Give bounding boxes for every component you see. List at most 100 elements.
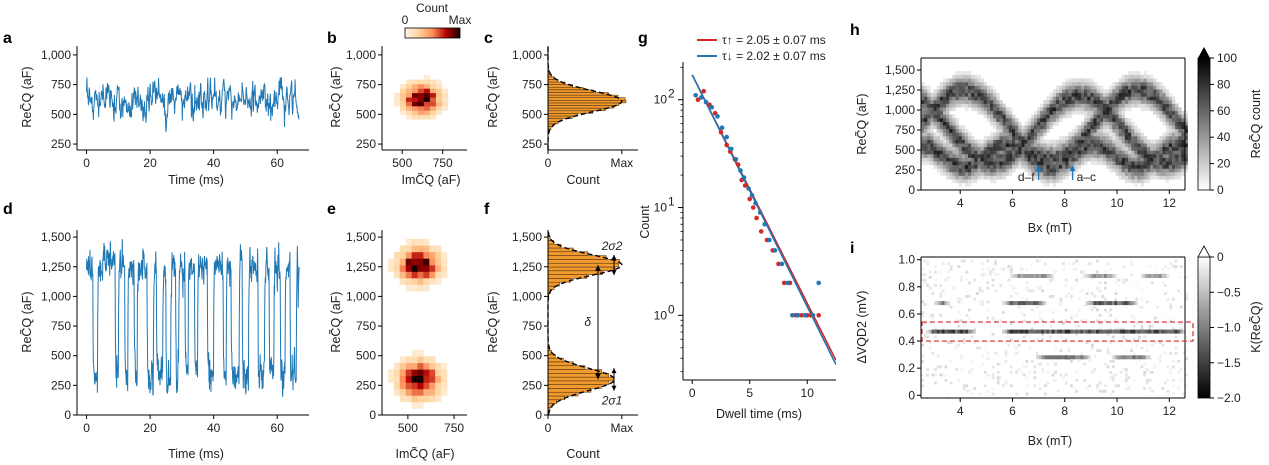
heatmap-cell-h [1162, 100, 1166, 104]
heatmap-cell-h [1030, 150, 1035, 155]
noise-cell-i [991, 332, 995, 336]
heatmap-cell-e [405, 382, 412, 390]
heatmap-cell-h [1040, 139, 1044, 144]
band-cell-i [1051, 355, 1055, 360]
heatmap-cell-e [411, 265, 418, 272]
heatmap-cell-h [1121, 78, 1126, 83]
heatmap-cell-h [949, 136, 953, 140]
ylabel-a: ReC̃Q (aF) [19, 66, 34, 127]
heatmap-cell-h [1043, 114, 1047, 119]
noise-cell-i [921, 311, 924, 314]
heatmap-cell-h [1055, 121, 1060, 126]
heatmap-cell-h [999, 161, 1003, 166]
heatmap-cell-h [1077, 154, 1082, 158]
noise-cell-i [1004, 379, 1008, 382]
heatmap-cell-h [958, 89, 962, 94]
heatmap-cell-h [946, 157, 950, 162]
noise-cell-i [1075, 370, 1078, 374]
heatmap-cell-h [986, 146, 991, 151]
noise-cell-i [1007, 335, 1011, 339]
heatmap-cell-h [1115, 128, 1119, 133]
heatmap-cell-h [939, 157, 944, 162]
heatmap-cell-h [999, 175, 1003, 180]
panel-label-f: f [484, 201, 490, 218]
heatmap-cell-h [1062, 175, 1066, 180]
band-cell-i [1114, 329, 1118, 334]
noise-cell-i [1028, 335, 1031, 339]
heatmap-cell-h [958, 92, 962, 97]
heatmap-cell-h [1059, 114, 1063, 119]
heatmap-cell-h [1156, 161, 1160, 166]
hist-bar-c [547, 105, 615, 109]
heatmap-cell-h [968, 143, 972, 148]
heatmap-cell-h [1008, 121, 1013, 126]
heatmap-cell-h [943, 89, 947, 94]
heatmap-cell-h [1024, 136, 1028, 140]
noise-cell-i [947, 341, 950, 344]
noise-cell-i [978, 286, 982, 290]
noise-cell-i [941, 327, 945, 331]
noise-cell-i [1124, 278, 1128, 282]
band-cell-i [1030, 274, 1034, 278]
heatmap-cell-h [1062, 103, 1066, 108]
heatmap-cell-h [952, 161, 956, 166]
noise-cell-i [1096, 286, 1099, 290]
noise-cell-i [991, 284, 995, 287]
heatmap-cell-h [955, 143, 959, 148]
heatmap-cell-h [980, 96, 984, 101]
heatmap-cell-h [1043, 139, 1047, 144]
heatmap-cell-h [1040, 128, 1044, 133]
heatmap-cell-h [977, 172, 981, 176]
panel-g: 10 010 110 20 5 10 τ↑ = 2.05 ± 0.07 ms τ↓ = 2… [638, 33, 836, 421]
heatmap-cell-h [1052, 146, 1057, 151]
heatmap-cell-h [1181, 125, 1185, 130]
heatmap-cell-h [1112, 118, 1116, 122]
ytick-label-e: 500 [356, 349, 376, 363]
heatmap-cell-h [980, 100, 984, 104]
heatmap-cell-h [1008, 110, 1013, 115]
heatmap-cell-h [1037, 114, 1041, 119]
heatmap-cell-h [1040, 175, 1044, 180]
heatmap-cell-h [1074, 161, 1079, 166]
heatmap-cell-h [958, 175, 962, 180]
heatmap-cell-h [1065, 85, 1069, 90]
heatmap-cell-h [1033, 118, 1038, 122]
noise-cell-i [1088, 305, 1092, 309]
heatmap-cell-h [986, 136, 991, 140]
noise-cell-i [986, 308, 990, 312]
heatmap-cell-h [971, 85, 975, 90]
heatmap-cell-h [1165, 157, 1170, 162]
heatmap-cell-h [1124, 89, 1129, 94]
heatmap-cell-h [1140, 164, 1144, 169]
heatmap-cell-e [411, 284, 418, 292]
heatmap-cell-h [1055, 179, 1060, 184]
noise-cell-i [1059, 319, 1063, 323]
heatmap-cell-h [927, 85, 931, 90]
noise-cell-i [1109, 351, 1112, 355]
heatmap-cell-h [1162, 85, 1166, 90]
heatmap-cell-h [1102, 146, 1107, 151]
heatmap-cell-h [936, 125, 941, 130]
band-cell-i [1098, 329, 1102, 334]
heatmap-cell-h [1165, 136, 1170, 140]
heatmap-cell-h [936, 89, 941, 94]
noise-cell-i [923, 278, 927, 282]
heatmap-cell-h [993, 92, 997, 97]
heatmap-cell-h [1165, 118, 1170, 122]
noise-cell-i [1161, 343, 1165, 347]
heatmap-cell-h [993, 103, 997, 108]
heatmap-cell-h [983, 96, 988, 101]
heatmap-cell-h [1071, 146, 1075, 151]
heatmap-cell-h [949, 103, 953, 108]
heatmap-cell-h [1131, 150, 1135, 155]
heatmap-cell-h [1084, 157, 1088, 162]
heatmap-cell-h [999, 136, 1003, 140]
heatmap-cell-h [1052, 92, 1057, 97]
colorbar-h-extend-arrow [1198, 47, 1210, 58]
scatter-point-down [816, 280, 821, 286]
band-cell-i [1088, 274, 1092, 278]
heatmap-cell-h [974, 103, 978, 108]
heatmap-cell-h [1005, 125, 1010, 130]
